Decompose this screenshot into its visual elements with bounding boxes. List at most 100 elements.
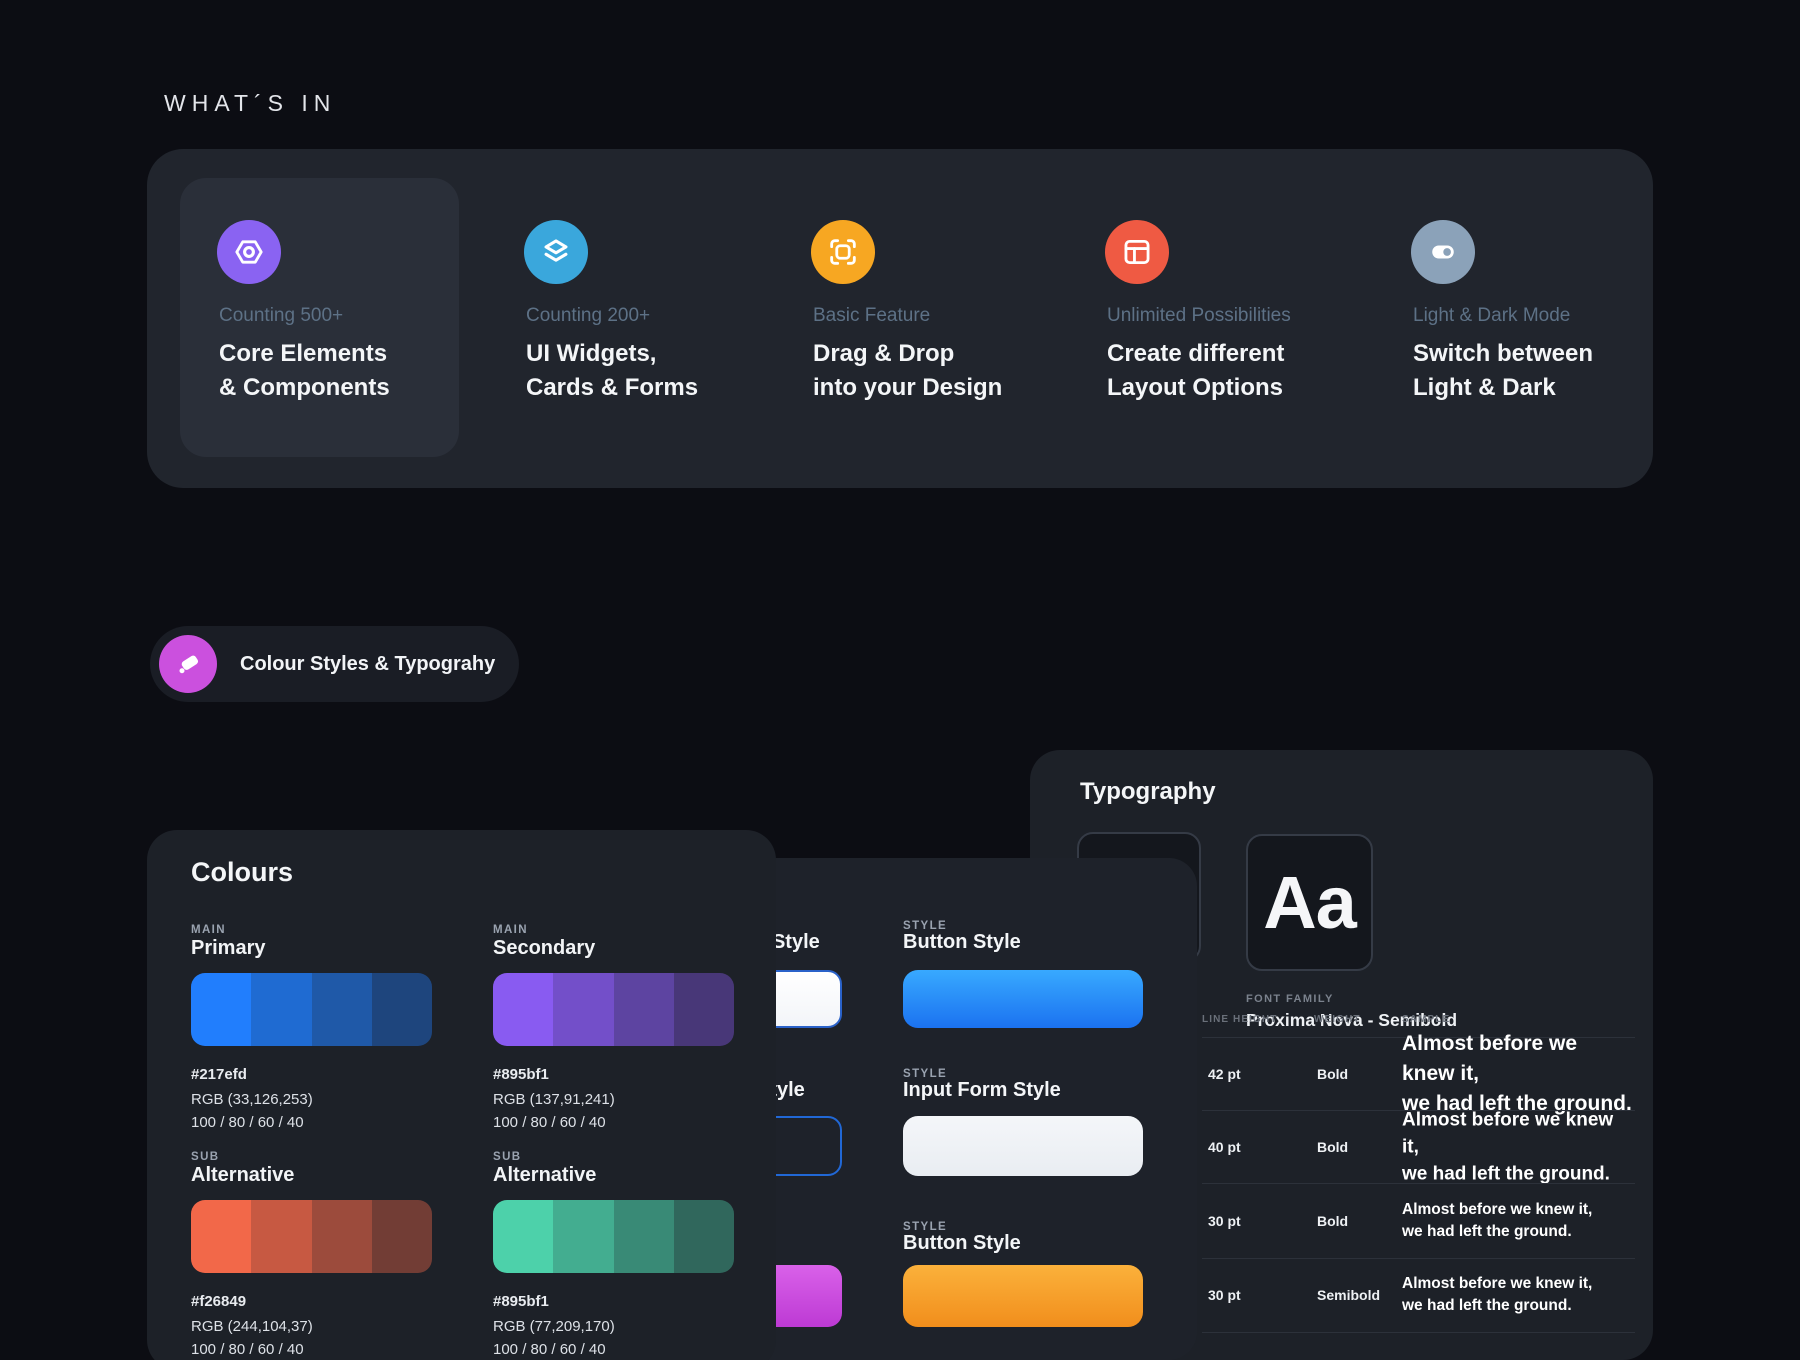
hex-value: #895bf1 (493, 1066, 549, 1083)
hex-value: #217efd (191, 1066, 247, 1083)
features-panel: Counting 500+ Core Elements & Components… (147, 149, 1653, 488)
opacity-steps: 100 / 80 / 60 / 40 (191, 1341, 304, 1358)
colour-group-alternative-orange: SUB Alternative #f26849 RGB (244,104,37)… (191, 1147, 432, 1358)
font-sample-tile-semibold: Aa (1246, 834, 1373, 971)
colours-card: Colours MAIN Primary #217efd RGB (33,126… (147, 830, 776, 1360)
swatch-segment (493, 973, 554, 1046)
feature-drag-drop: Basic Feature Drag & Drop into your Desi… (811, 149, 1079, 488)
colours-card-title: Colours (191, 857, 294, 887)
weight-value: Semibold (1317, 1287, 1381, 1303)
group-name: Secondary (493, 937, 596, 959)
typography-card-title: Typography (1080, 778, 1216, 805)
weight-value: Bold (1317, 1212, 1349, 1229)
type-specimen-table: LINE HEIGHT WEIGHT SAMPLE 42 pt Bold Alm… (1202, 750, 1635, 1360)
group-name: Primary (191, 937, 266, 959)
toggle-icon (1411, 220, 1475, 284)
line-height-value: 40 pt (1208, 1138, 1241, 1155)
weight-value: Bold (1317, 1138, 1349, 1155)
feature-title: Switch between Light & Dark (1413, 340, 1594, 401)
swatch-segment (553, 1200, 614, 1273)
font-family-label: FONT FAMILY (1246, 993, 1334, 1005)
swatch-bar (493, 973, 734, 1046)
feature-tag: Light & Dark Mode (1413, 305, 1571, 326)
font-glyph-aa: Aa (1263, 860, 1357, 944)
feature-tag: Basic Feature (813, 305, 931, 326)
group-tag: MAIN (493, 924, 528, 936)
colour-group-primary: MAIN Primary #217efd RGB (33,126,253) 10… (191, 920, 432, 1131)
opacity-steps: 100 / 80 / 60 / 40 (191, 1114, 304, 1131)
input-form-sample[interactable] (903, 1116, 1143, 1176)
swatch-segment (673, 1200, 734, 1273)
style-tag: STYLE (903, 1068, 948, 1080)
colour-group-secondary: MAIN Secondary #895bf1 RGB (137,91,241) … (493, 920, 734, 1131)
feature-title: UI Widgets, Cards & Forms (526, 340, 699, 401)
colour-typography-badge: Colour Styles & Typograhy (150, 626, 519, 702)
primary-button-sample[interactable] (903, 970, 1143, 1028)
swatch-segment (311, 1200, 372, 1273)
hex-value: #f26849 (191, 1293, 247, 1310)
table-row: 30 pt Semibold Almost before we knew it,… (1202, 1261, 1635, 1329)
style-name: Button Style (903, 1232, 1021, 1254)
style-name: Button Style (903, 931, 1021, 953)
section-heading: WHAT´S IN (164, 90, 337, 116)
group-name: Alternative (191, 1164, 295, 1186)
sample-text: Almost before we knew it, we had left th… (1402, 1031, 1632, 1115)
feature-ui-widgets: Counting 200+ UI Widgets, Cards & Forms (524, 149, 792, 488)
swatch-segment (371, 1200, 432, 1273)
swatch-segment (251, 973, 312, 1046)
swatch-segment (371, 973, 432, 1046)
opacity-steps: 100 / 80 / 60 / 40 (493, 1114, 606, 1131)
group-name: Alternative (493, 1164, 597, 1186)
feature-title: Core Elements & Components (219, 340, 390, 401)
table-row: 30 pt Bold Almost before we knew it, we … (1202, 1186, 1635, 1255)
swatch-segment (613, 973, 674, 1046)
font-family-value: Proxima Nova - Semibold (1246, 1010, 1458, 1030)
row-divider (1202, 1258, 1635, 1259)
feature-layout-options: Unlimited Possibilities Create different… (1105, 149, 1373, 488)
rgb-value: RGB (137,91,241) (493, 1091, 615, 1108)
eraser-icon (159, 635, 217, 693)
accent-button-sample[interactable] (903, 1265, 1143, 1327)
table-row: 40 pt Bold Almost before we knew it, we … (1202, 1109, 1635, 1184)
column-weight: WEIGHT (1314, 1014, 1361, 1025)
rgb-value: RGB (77,209,170) (493, 1318, 615, 1335)
feature-title: Drag & Drop into your Design (813, 340, 1003, 401)
feature-tag: Unlimited Possibilities (1107, 305, 1291, 326)
swatch-bar (191, 973, 432, 1046)
row-divider (1202, 1110, 1635, 1111)
feature-core-elements: Counting 500+ Core Elements & Components (217, 149, 485, 488)
layers-icon (524, 220, 588, 284)
feature-tag: Counting 500+ (219, 305, 344, 326)
layout-icon (1105, 220, 1169, 284)
group-tag: SUB (191, 1151, 220, 1163)
sample-text: Almost before we knew it, we had left th… (1402, 1109, 1614, 1184)
feature-tag: Counting 200+ (526, 305, 651, 326)
rgb-value: RGB (244,104,37) (191, 1318, 313, 1335)
sample-text: Almost before we knew it, we had left th… (1402, 1200, 1593, 1240)
swatch-segment (191, 973, 252, 1046)
feature-highlight-background (180, 178, 459, 457)
swatch-segment (613, 1200, 674, 1273)
swatch-segment (251, 1200, 312, 1273)
group-tag: MAIN (191, 924, 226, 936)
weight-value: Bold (1317, 1065, 1349, 1082)
line-height-value: 42 pt (1208, 1065, 1241, 1082)
row-divider (1202, 1332, 1635, 1333)
swatch-segment (553, 973, 614, 1046)
swatch-segment (673, 973, 734, 1046)
feature-light-dark: Light & Dark Mode Switch between Light &… (1411, 149, 1679, 488)
line-height-value: 30 pt (1208, 1287, 1241, 1303)
row-divider (1202, 1183, 1635, 1184)
drag-drop-frame-icon (811, 220, 875, 284)
style-name: Input Form Style (903, 1079, 1061, 1101)
column-line-height: LINE HEIGHT (1202, 1014, 1278, 1025)
swatch-bar (191, 1200, 432, 1273)
swatch-segment (311, 973, 372, 1046)
colour-group-alternative-teal: SUB Alternative #895bf1 RGB (77,209,170)… (493, 1147, 734, 1358)
style-tag: STYLE (903, 920, 948, 932)
components-icon (217, 220, 281, 284)
style-tag: STYLE (903, 1221, 948, 1233)
feature-title: Create different Layout Options (1107, 340, 1285, 401)
column-sample: SAMPLE (1402, 1014, 1451, 1025)
